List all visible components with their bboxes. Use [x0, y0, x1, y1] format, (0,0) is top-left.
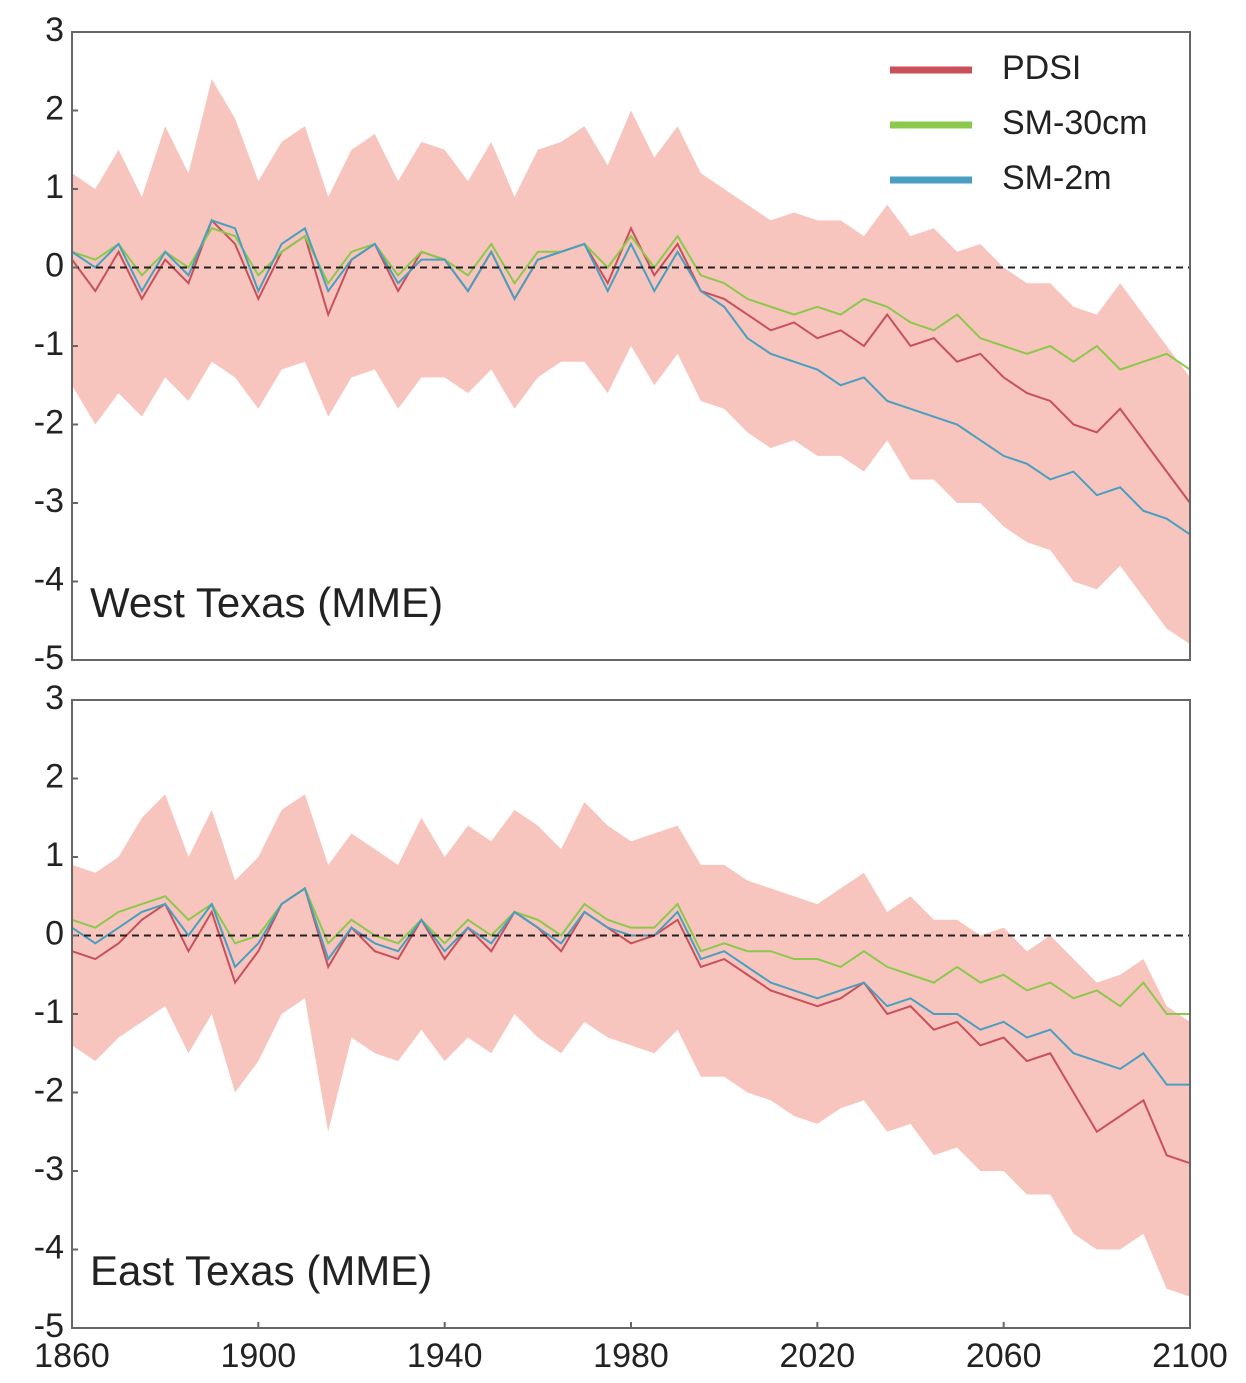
y-tick-label: -1 [34, 993, 64, 1031]
y-tick-label: 3 [45, 11, 64, 49]
x-tick-label: 2100 [1152, 1337, 1228, 1375]
y-tick-label: -2 [34, 403, 64, 441]
panel-label: West Texas (MME) [90, 579, 443, 626]
y-tick-label: 2 [45, 89, 64, 127]
series-line [71, 886, 1191, 1165]
legend-label: SM-2m [1002, 159, 1112, 197]
x-tick-label: 2060 [966, 1337, 1042, 1375]
x-tick-label: 1940 [407, 1337, 483, 1375]
y-tick-label: 2 [45, 757, 64, 795]
y-tick-label: 3 [45, 679, 64, 717]
y-tick-label: 1 [45, 836, 64, 874]
y-tick-label: -5 [34, 1307, 64, 1345]
y-tick-label: -3 [34, 1150, 64, 1188]
series-line [71, 227, 1191, 371]
y-tick-label: -1 [34, 325, 64, 363]
x-tick-label: 1900 [221, 1337, 297, 1375]
y-tick-label: 0 [45, 914, 64, 952]
y-tick-label: -2 [34, 1071, 64, 1109]
panel-label: East Texas (MME) [90, 1247, 432, 1294]
y-tick-label: -3 [34, 482, 64, 520]
x-tick-label: 1980 [593, 1337, 669, 1375]
series-line [71, 219, 1191, 536]
y-tick-label: -4 [34, 560, 64, 598]
y-tick-label: 1 [45, 168, 64, 206]
legend-label: PDSI [1002, 49, 1081, 87]
x-tick-label: 2020 [780, 1337, 856, 1375]
legend-label: SM-30cm [1002, 104, 1147, 142]
x-tick-label: 1860 [34, 1337, 110, 1375]
spread-band [72, 79, 1190, 645]
y-tick-label: -5 [34, 639, 64, 677]
y-tick-label: 0 [45, 246, 64, 284]
series-line [71, 218, 1191, 504]
y-tick-label: -4 [34, 1228, 64, 1266]
spread-band [72, 794, 1190, 1297]
